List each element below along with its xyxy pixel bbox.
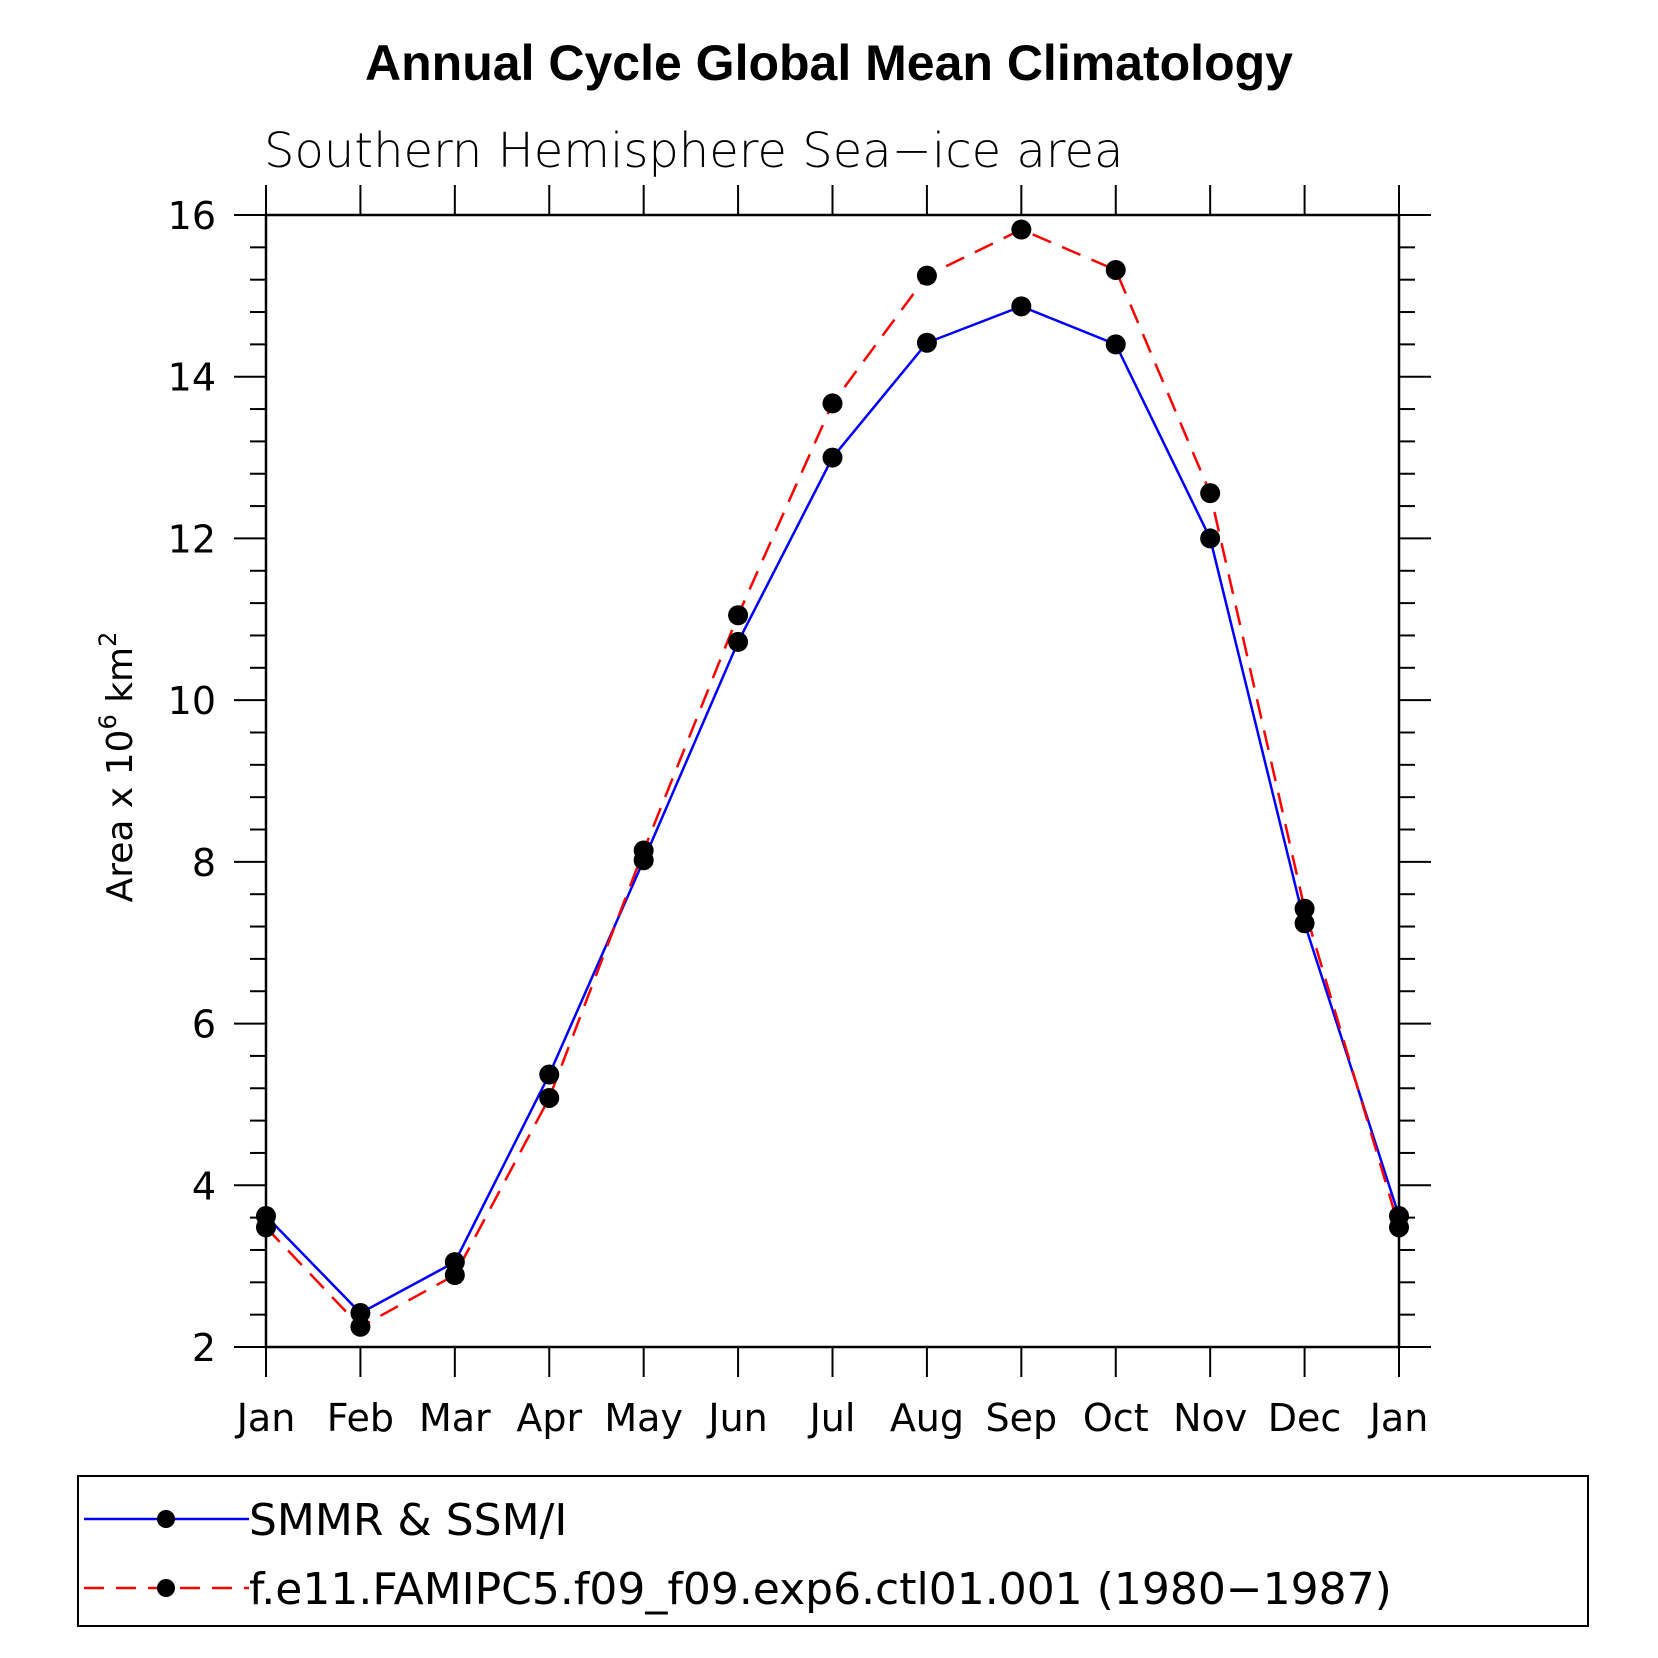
series-1-point bbox=[539, 1087, 560, 1108]
chart-subtitle: Southern Hemisphere Sea−ice area bbox=[264, 123, 1123, 179]
series-1-point bbox=[1105, 259, 1126, 280]
y-tick-label: 16 bbox=[168, 194, 216, 238]
series-1-point bbox=[633, 840, 654, 861]
series-0-point bbox=[350, 1303, 371, 1324]
y-axis-label-unit: km bbox=[100, 647, 141, 714]
x-tick-label: Jul bbox=[808, 1396, 856, 1440]
y-axis-label-unit-exponent: 2 bbox=[94, 632, 122, 647]
x-tick-label: May bbox=[604, 1396, 683, 1440]
plot-frame bbox=[264, 213, 1401, 1349]
y-tick-label: 14 bbox=[168, 356, 216, 400]
x-tick-label: Jan bbox=[1368, 1396, 1429, 1440]
series-1-point bbox=[916, 265, 937, 286]
series-0-point bbox=[728, 631, 749, 652]
legend-label-0: SMMR & SSM/I bbox=[249, 1495, 567, 1546]
chart-title: Annual Cycle Global Mean Climatology bbox=[365, 35, 1293, 91]
y-tick-label: 2 bbox=[192, 1326, 216, 1370]
series-0-point bbox=[539, 1064, 560, 1085]
series-1-point bbox=[350, 1316, 371, 1337]
legend-box bbox=[77, 1475, 1589, 1627]
series-0-point bbox=[1011, 296, 1032, 317]
x-tick-label: Mar bbox=[419, 1396, 491, 1440]
series-0-point bbox=[1200, 528, 1221, 549]
x-tick-label: Feb bbox=[327, 1396, 394, 1440]
series-1-point bbox=[256, 1217, 276, 1238]
y-axis-label: Area x 106 km2 bbox=[94, 632, 141, 903]
x-tick-label: Oct bbox=[1083, 1396, 1149, 1440]
series-group bbox=[256, 219, 1409, 1337]
x-tick-label: Jan bbox=[235, 1396, 296, 1440]
y-tick-label: 6 bbox=[192, 1003, 216, 1047]
series-1-point bbox=[1200, 483, 1221, 504]
y-axis-label-exponent: 6 bbox=[94, 714, 122, 729]
series-1-point bbox=[728, 605, 749, 626]
y-tick-label: 12 bbox=[168, 517, 216, 561]
x-tick-label: Nov bbox=[1173, 1396, 1247, 1440]
y-tick-label: 4 bbox=[192, 1164, 216, 1208]
y-tick-label: 8 bbox=[192, 841, 216, 885]
x-tick-label: Dec bbox=[1268, 1396, 1342, 1440]
series-1-point bbox=[444, 1265, 465, 1286]
legend: SMMR & SSM/I f.e11.FAMIPC5.f09_f09.exp6.… bbox=[77, 1475, 1589, 1627]
legend-label-1: f.e11.FAMIPC5.f09_f09.exp6.ctl01.001 (19… bbox=[249, 1564, 1392, 1615]
series-1-point bbox=[822, 393, 843, 414]
series-0-point bbox=[916, 332, 937, 353]
series-0-point bbox=[1105, 334, 1126, 355]
y-tick-label: 10 bbox=[168, 679, 216, 723]
y-axis-label-text: Area x 10 bbox=[100, 730, 141, 903]
x-tick-label: Sep bbox=[986, 1396, 1058, 1440]
x-tick-label: Apr bbox=[516, 1396, 582, 1440]
series-0-point bbox=[822, 447, 843, 468]
series-1-point bbox=[1389, 1217, 1409, 1238]
series-1-point bbox=[1011, 219, 1032, 240]
series-0-point bbox=[1294, 913, 1315, 934]
legend-marker-0 bbox=[157, 1510, 175, 1528]
x-tick-label: Jun bbox=[706, 1396, 767, 1440]
axes: 2 4 6 8 10 12 14 16 Jan Feb Mar Apr May Jun Jul Aug Sep O… bbox=[168, 185, 1431, 1440]
legend-marker-1 bbox=[157, 1579, 175, 1597]
x-tick-label: Aug bbox=[890, 1396, 964, 1440]
series-1-point bbox=[1294, 898, 1315, 919]
